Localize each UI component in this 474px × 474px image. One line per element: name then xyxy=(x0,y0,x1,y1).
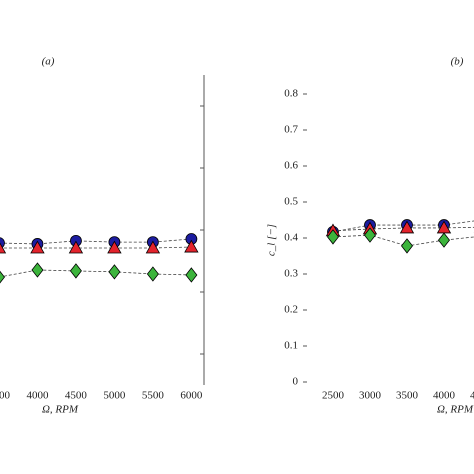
x-tick-label: 4000 xyxy=(26,390,49,402)
x-axis-label: Ω, RPM xyxy=(437,404,474,416)
marker-diamond xyxy=(31,262,44,278)
marker-triangle xyxy=(107,240,122,254)
x-tick-label: 5500 xyxy=(142,390,165,402)
marker-diamond xyxy=(0,270,5,284)
marker-triangle xyxy=(184,239,199,253)
x-tick-label: 6000 xyxy=(180,390,203,402)
y-tick-label: 0 xyxy=(293,376,299,388)
marker-triangle xyxy=(68,240,84,254)
marker-triangle xyxy=(145,240,161,254)
x-tick-label: 5000 xyxy=(103,390,126,402)
x-tick-label: 3500 xyxy=(396,390,419,402)
marker-diamond xyxy=(69,263,82,279)
y-tick-label: 0.6 xyxy=(284,160,298,172)
panel-title: (a) xyxy=(42,56,55,68)
x-tick-label: 3500 xyxy=(0,390,10,402)
panel-title: (b) xyxy=(451,56,464,68)
marker-diamond xyxy=(400,238,413,254)
x-tick-label: 4500 xyxy=(65,390,88,402)
marker-diamond xyxy=(146,266,159,282)
series-line xyxy=(0,269,192,278)
y-tick-label: 0.8 xyxy=(284,88,298,100)
x-tick-label: 4000 xyxy=(433,390,456,402)
x-tick-label: 4500 xyxy=(470,390,474,402)
marker-diamond xyxy=(326,229,339,245)
marker-triangle xyxy=(0,242,7,254)
y-tick-label: 0.1 xyxy=(284,340,298,352)
series-line xyxy=(0,238,192,245)
y-tick-label: 0.4 xyxy=(284,232,298,244)
series-line xyxy=(0,246,192,249)
y-tick-label: 0.5 xyxy=(284,196,298,208)
y-axis-label: c_l [−] xyxy=(266,224,278,256)
x-tick-label: 2500 xyxy=(322,390,345,402)
y-tick-label: 0.7 xyxy=(284,124,298,136)
marker-diamond xyxy=(185,267,198,283)
marker-diamond xyxy=(437,232,451,248)
marker-triangle xyxy=(30,240,45,254)
marker-diamond xyxy=(108,264,121,280)
marker-triangle xyxy=(399,220,415,234)
x-tick-label: 3000 xyxy=(359,390,382,402)
y-tick-label: 0.2 xyxy=(284,304,298,316)
series-line xyxy=(332,220,474,233)
x-axis-label: Ω, RPM xyxy=(42,404,79,416)
marker-diamond xyxy=(363,227,376,243)
y-tick-label: 0.3 xyxy=(284,268,298,280)
